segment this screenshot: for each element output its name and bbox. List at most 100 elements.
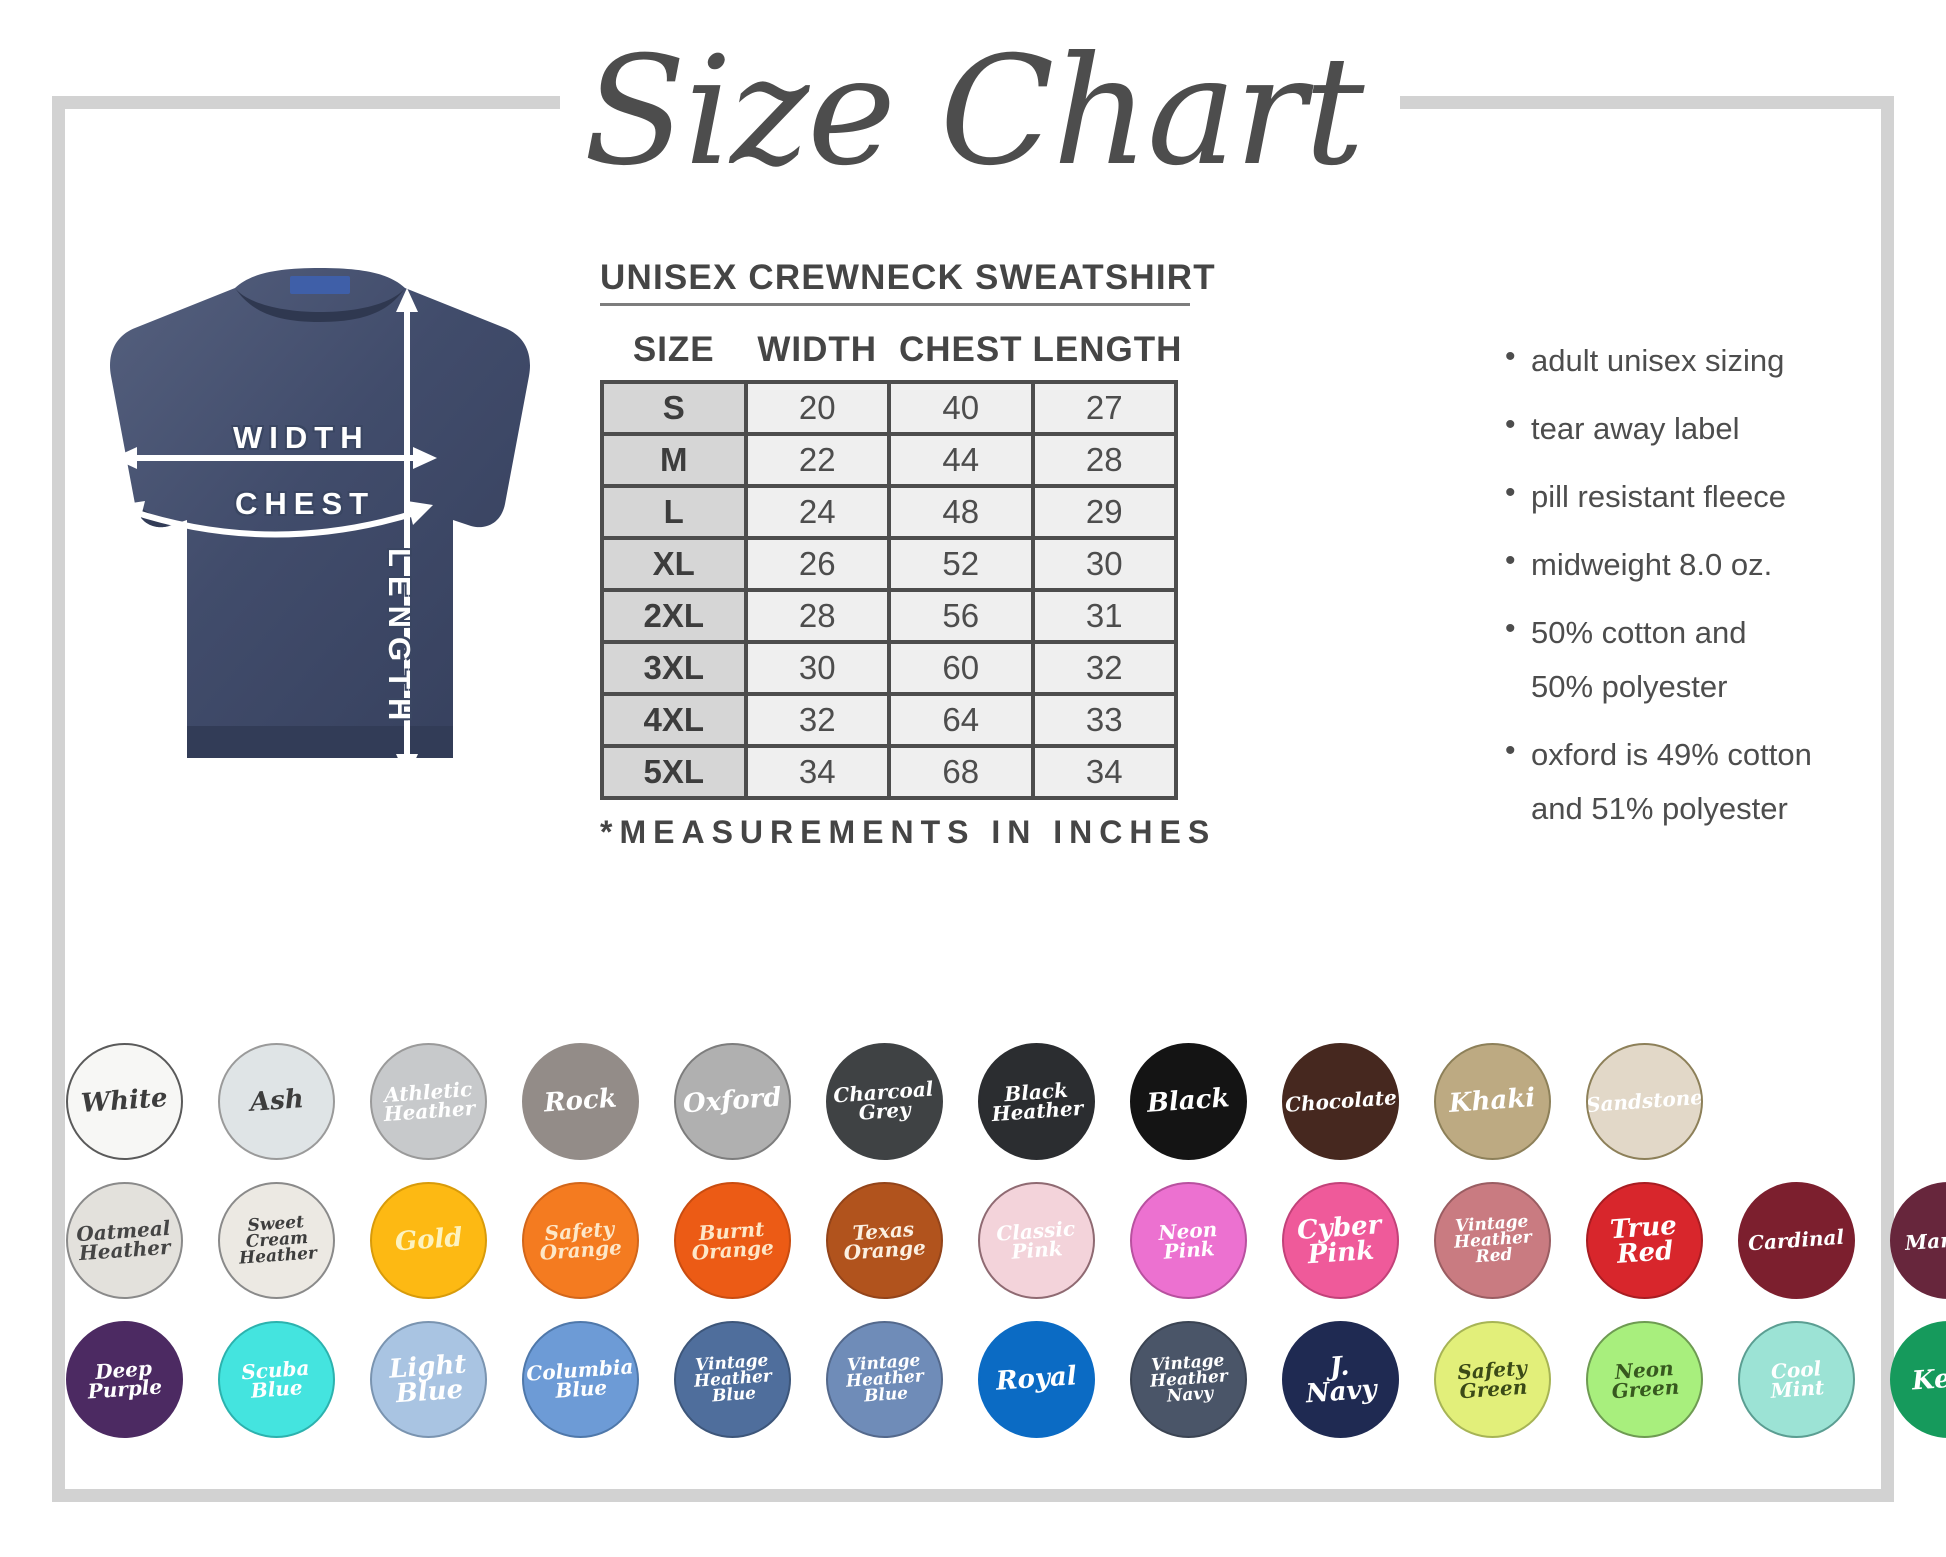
color-swatch-label: Classic Pink bbox=[995, 1215, 1076, 1264]
page-title: Size Chart bbox=[583, 25, 1365, 199]
column-header-chest: CHEST bbox=[898, 330, 1023, 369]
color-swatch-label: Vintage Heather Blue bbox=[844, 1350, 925, 1408]
swatch-row: White Ash Athletic Heather Rock Oxford Charco… bbox=[66, 1032, 1886, 1171]
column-header-size: SIZE bbox=[632, 330, 715, 369]
color-swatch-label: Deep Purple bbox=[87, 1355, 164, 1404]
color-swatch-label: Oxford bbox=[682, 1082, 783, 1120]
color-swatch-black[interactable]: Black bbox=[1130, 1043, 1247, 1160]
chest-cell-3xl: 60 bbox=[887, 640, 1035, 696]
color-swatch-texas-orange[interactable]: Texas Orange bbox=[826, 1182, 943, 1299]
color-swatch-chocolate[interactable]: Chocolate bbox=[1282, 1043, 1399, 1160]
length-cell-xl: 30 bbox=[1030, 536, 1178, 592]
size-cell-xl: XL bbox=[600, 536, 748, 592]
color-swatch-label: Cyber Pink bbox=[1296, 1209, 1383, 1270]
color-swatch-label: Vintage Heather Navy bbox=[1148, 1350, 1229, 1408]
color-swatch-sweet-cream-heather[interactable]: Sweet Cream Heather bbox=[218, 1182, 335, 1299]
color-swatch-vintage-heather-navy[interactable]: Vintage Heather Navy bbox=[1130, 1321, 1247, 1438]
width-label: WIDTH bbox=[233, 420, 370, 455]
table-heading: UNISEX CREWNECK SWEATSHIRT bbox=[600, 258, 1215, 306]
color-swatch-label: Black bbox=[1146, 1083, 1231, 1119]
color-swatch-sandstone[interactable]: Sandstone bbox=[1586, 1043, 1703, 1160]
size-cell-5xl: 5XL bbox=[600, 744, 748, 800]
color-swatch-athletic-heather[interactable]: Athletic Heather bbox=[370, 1043, 487, 1160]
color-swatch-cyber-pink[interactable]: Cyber Pink bbox=[1282, 1182, 1399, 1299]
color-swatch-label: Rock bbox=[543, 1083, 618, 1119]
color-swatch-grid: White Ash Athletic Heather Rock Oxford Charco… bbox=[66, 1032, 1946, 1449]
length-cell-l: 29 bbox=[1030, 484, 1178, 540]
color-swatch-j-navy[interactable]: J. Navy bbox=[1282, 1321, 1399, 1438]
feature-item: pill resistant fleece bbox=[1505, 478, 1905, 512]
chest-arrow bbox=[119, 501, 433, 538]
color-swatch-maroon[interactable]: Maroon bbox=[1890, 1182, 1946, 1299]
color-swatch-khaki[interactable]: Khaki bbox=[1434, 1043, 1551, 1160]
color-swatch-kelly[interactable]: Kelly bbox=[1890, 1321, 1946, 1438]
feature-list: adult unisex sizing tear away label pill r… bbox=[1505, 342, 1905, 861]
color-swatch-label: Burnt Orange bbox=[691, 1216, 775, 1265]
color-swatch-safety-green[interactable]: Safety Green bbox=[1434, 1321, 1551, 1438]
width-cell-5xl: 34 bbox=[743, 744, 891, 800]
color-swatch-safety-orange[interactable]: Safety Orange bbox=[522, 1182, 639, 1299]
color-swatch-vintage-heather-blue[interactable]: Vintage Heather Blue bbox=[674, 1321, 791, 1438]
color-swatch-neon-green[interactable]: Neon Green bbox=[1586, 1321, 1703, 1438]
color-swatch-rock[interactable]: Rock bbox=[522, 1043, 639, 1160]
length-label: LENGTH bbox=[382, 548, 417, 730]
color-swatch-label: Cool Mint bbox=[1769, 1355, 1825, 1403]
color-swatch-label: Safety Green bbox=[1456, 1355, 1528, 1403]
color-swatch-label: Sweet Cream Heather bbox=[238, 1212, 318, 1270]
chest-cell-s: 40 bbox=[887, 380, 1035, 436]
table-row: 2XL 28 56 31 bbox=[600, 588, 1178, 644]
color-swatch-oatmeal-heather[interactable]: Oatmeal Heather bbox=[66, 1182, 183, 1299]
color-swatch-label: Sandstone bbox=[1586, 1084, 1703, 1118]
color-swatch-deep-purple[interactable]: Deep Purple bbox=[66, 1321, 183, 1438]
color-swatch-burnt-orange[interactable]: Burnt Orange bbox=[674, 1182, 791, 1299]
color-swatch-vintage-heather-blue[interactable]: Vintage Heather Blue bbox=[826, 1321, 943, 1438]
size-cell-2xl: 2XL bbox=[600, 588, 748, 644]
size-cell-m: M bbox=[600, 432, 748, 488]
color-swatch-true-red[interactable]: True Red bbox=[1586, 1182, 1703, 1299]
feature-item: midweight 8.0 oz. bbox=[1505, 546, 1905, 580]
color-swatch-ash[interactable]: Ash bbox=[218, 1043, 335, 1160]
color-swatch-cardinal[interactable]: Cardinal bbox=[1738, 1182, 1855, 1299]
color-swatch-label: Black Heather bbox=[990, 1077, 1084, 1126]
table-row: M 22 44 28 bbox=[600, 432, 1178, 488]
color-swatch-label: Royal bbox=[995, 1361, 1078, 1397]
color-swatch-scuba-blue[interactable]: Scuba Blue bbox=[218, 1321, 335, 1438]
color-swatch-label: Neon Pink bbox=[1157, 1216, 1219, 1264]
table-row: XL 26 52 30 bbox=[600, 536, 1178, 592]
column-header-length: LENGTH bbox=[1032, 330, 1183, 369]
size-table-block: UNISEX CREWNECK SWEATSHIRT SIZE WIDTH CH… bbox=[600, 258, 1215, 851]
color-swatch-label: Cardinal bbox=[1747, 1224, 1846, 1256]
sweatshirt-hem bbox=[187, 726, 453, 758]
color-swatch-label: Maroon bbox=[1904, 1225, 1946, 1256]
color-swatch-label: Vintage Heather Blue bbox=[692, 1350, 773, 1408]
color-swatch-royal[interactable]: Royal bbox=[978, 1321, 1095, 1438]
color-swatch-classic-pink[interactable]: Classic Pink bbox=[978, 1182, 1095, 1299]
color-swatch-charcoal-grey[interactable]: Charcoal Grey bbox=[826, 1043, 943, 1160]
width-cell-4xl: 32 bbox=[743, 692, 891, 748]
chest-cell-xl: 52 bbox=[887, 536, 1035, 592]
chest-cell-4xl: 64 bbox=[887, 692, 1035, 748]
length-cell-5xl: 34 bbox=[1030, 744, 1178, 800]
color-swatch-label: Vintage Heather Red bbox=[1452, 1211, 1533, 1268]
color-swatch-vintage-heather-red[interactable]: Vintage Heather Red bbox=[1434, 1182, 1551, 1299]
color-swatch-white[interactable]: White bbox=[66, 1043, 183, 1160]
table-header-row: SIZE WIDTH CHEST LENGTH bbox=[602, 330, 1183, 382]
color-swatch-gold[interactable]: Gold bbox=[370, 1182, 487, 1299]
feature-item: adult unisex sizing bbox=[1505, 342, 1905, 376]
feature-item: oxford is 49% cotton bbox=[1505, 736, 1905, 770]
color-swatch-label: Neon Green bbox=[1610, 1355, 1680, 1403]
color-swatch-columbia-blue[interactable]: Columbia Blue bbox=[522, 1321, 639, 1438]
color-swatch-cool-mint[interactable]: Cool Mint bbox=[1738, 1321, 1855, 1438]
length-arrow bbox=[396, 288, 418, 778]
color-swatch-black-heather[interactable]: Black Heather bbox=[978, 1043, 1095, 1160]
sweatshirt-svg bbox=[110, 268, 530, 778]
color-swatch-label: Kelly bbox=[1910, 1361, 1946, 1397]
sweatshirt-illustration: WIDTH CHEST LENGTH bbox=[85, 258, 555, 798]
color-swatch-light-blue[interactable]: Light Blue bbox=[370, 1321, 487, 1438]
table-row: 5XL 34 68 34 bbox=[600, 744, 1178, 800]
size-cell-4xl: 4XL bbox=[600, 692, 748, 748]
brand-tag bbox=[290, 276, 350, 294]
feature-item: and 51% polyester bbox=[1531, 791, 1788, 826]
color-swatch-oxford[interactable]: Oxford bbox=[674, 1043, 791, 1160]
color-swatch-neon-pink[interactable]: Neon Pink bbox=[1130, 1182, 1247, 1299]
